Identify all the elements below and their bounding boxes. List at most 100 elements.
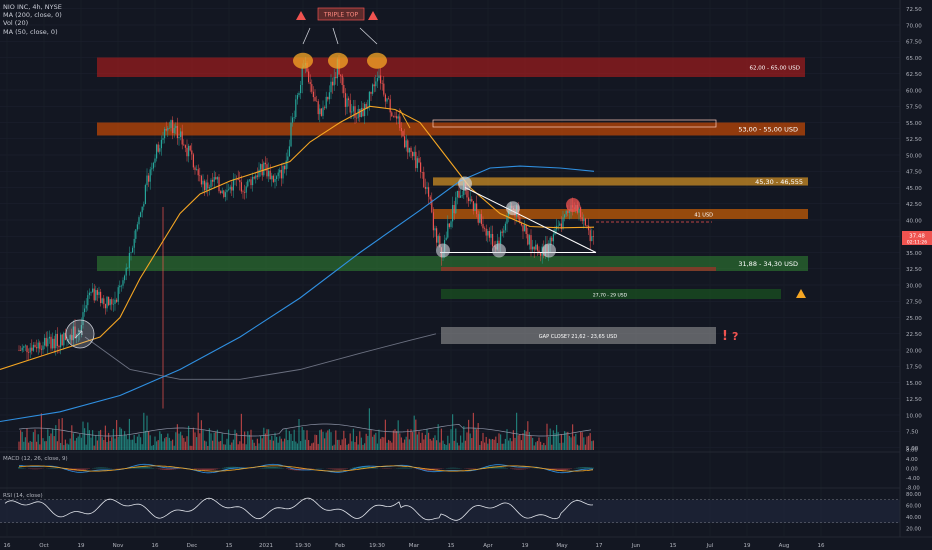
volume-bar (407, 429, 409, 450)
volume-bar (492, 439, 494, 450)
candle-body (79, 331, 81, 333)
candle-body (100, 291, 102, 303)
candle-body (191, 150, 193, 155)
volume-bar (272, 440, 274, 450)
macd-histogram-bar (330, 468, 332, 470)
macd-histogram-bar (402, 467, 404, 469)
volume-bar (394, 429, 396, 450)
volume-bar (288, 431, 290, 450)
time-tick-2: 19 (78, 543, 85, 549)
volume-bar (248, 434, 250, 450)
macd-histogram-bar (272, 466, 274, 469)
volume-bar (418, 431, 420, 450)
macd-histogram-bar (562, 468, 564, 471)
candle-body (53, 338, 55, 349)
volume-bar (23, 441, 25, 450)
volume-bar (204, 440, 206, 450)
volume-bar (117, 436, 119, 450)
macd-histogram-bar (148, 467, 150, 469)
candle-body (431, 199, 433, 213)
candle-body (551, 237, 553, 242)
macd-histogram-bar (334, 468, 336, 470)
candle-body (293, 117, 295, 118)
volume-bar (119, 427, 121, 450)
volume-bar (439, 442, 441, 450)
volume-bar (324, 438, 326, 450)
volume-bar (223, 444, 225, 450)
volume-bar (520, 440, 522, 450)
volume-bar (328, 429, 330, 450)
candle-body (252, 176, 254, 186)
macd-histogram-bar (450, 467, 452, 469)
candle-body (484, 228, 486, 229)
candle-body (231, 186, 233, 191)
candle-body (111, 299, 113, 305)
candle-body (192, 154, 194, 168)
candle-body (436, 228, 438, 243)
exclaim-mark: ! (722, 329, 728, 344)
candle-body (20, 350, 22, 351)
candle-body (581, 217, 583, 222)
legend-ma200[interactable]: MA (200, close, 0) (3, 11, 62, 20)
time-tick-5: Dec (187, 543, 198, 549)
volume-bar (143, 412, 145, 450)
volume-bar (504, 438, 506, 450)
zone-label-3: 41 USD (694, 212, 713, 218)
macd-histogram-bar (500, 466, 502, 469)
volume-bar (562, 442, 564, 450)
candle-body (172, 120, 174, 134)
volume-bar (429, 438, 431, 450)
candle-body (173, 128, 175, 134)
volume-bar (141, 444, 143, 450)
candle-body (271, 175, 273, 180)
volume-bar (543, 442, 545, 450)
candle-body (207, 182, 209, 189)
volume-bar (586, 436, 588, 450)
candle-body (520, 222, 522, 226)
zone-0 (97, 57, 805, 77)
candle-body (424, 186, 426, 189)
volume-bar (341, 439, 343, 450)
volume-bar (31, 441, 33, 450)
candle-body (146, 175, 148, 186)
volume-bar (26, 428, 28, 450)
candle-body (128, 252, 130, 268)
candle-body (92, 288, 94, 292)
candle-body (149, 169, 151, 182)
volume-bar (532, 437, 534, 450)
candle-body (112, 303, 114, 305)
volume-bar (52, 428, 54, 450)
candle-body (212, 179, 214, 182)
volume-bar (516, 412, 518, 450)
volume-bar (447, 435, 449, 450)
candle-body (586, 225, 588, 227)
volume-bar (202, 429, 204, 450)
rsi-pane: RSI (14, close) 80.00 60.00 40.00 20.00 (0, 487, 922, 533)
volume-bar (72, 433, 74, 450)
macd-histogram-bar (106, 467, 108, 469)
macd-histogram-bar (36, 468, 38, 470)
volume-bar (271, 435, 273, 450)
macd-histogram-bar (138, 466, 140, 469)
volume-bar (88, 430, 90, 450)
macd-tick-2: 0.00 (906, 467, 918, 473)
macd-tick-1: 4.00 (906, 457, 918, 463)
candle-body (82, 312, 84, 326)
candle-body (472, 201, 474, 211)
candle-body (519, 217, 521, 223)
breakout-circle (65, 319, 95, 349)
volume-bar (247, 431, 249, 450)
volume-bar (581, 432, 583, 450)
candle-body (135, 229, 137, 239)
volume-bar (352, 428, 354, 450)
candle-body (445, 237, 447, 240)
macd-tick-3: -4.00 (906, 476, 920, 482)
candle-body (220, 191, 222, 194)
legend-ma50[interactable]: MA (50, close, 0) (3, 27, 58, 36)
macd-histogram-bar (104, 467, 106, 469)
price-tick-14: 40.00 (906, 218, 922, 224)
volume-bar (474, 428, 476, 450)
symbol-title[interactable]: NIO INC, 4h, NYSE (3, 3, 62, 11)
legend-volume[interactable]: Vol (20) (3, 19, 29, 28)
candle-body (327, 96, 329, 100)
